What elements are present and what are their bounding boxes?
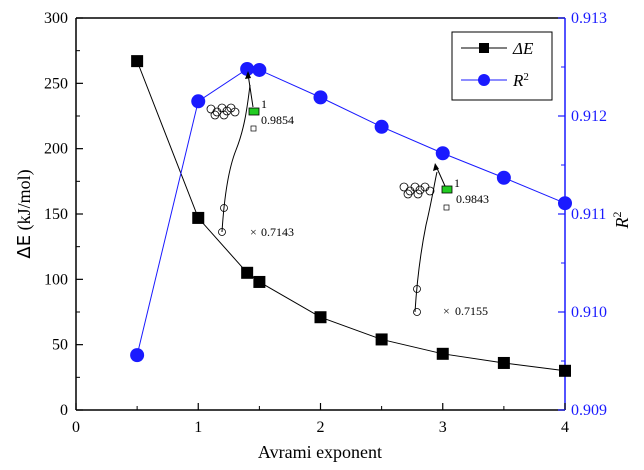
data-point-delta-e — [192, 211, 205, 224]
data-point-delta-e — [559, 364, 571, 377]
inset-2: 1 0.9843 × 0.7155 — [399, 163, 489, 318]
inset-2-point-mid — [413, 285, 421, 293]
y-right-axis-label: R2 — [610, 212, 632, 230]
x-ticks: 0 1 2 3 4 — [72, 403, 569, 436]
data-point-r2 — [191, 94, 206, 109]
data-point-delta-e — [131, 55, 144, 68]
y-left-tick-label: 50 — [52, 337, 68, 354]
inset-2-point-low — [413, 308, 421, 316]
y-left-ticks: 0 50 100 150 200 250 300 — [44, 10, 83, 419]
series-layer — [130, 55, 572, 377]
inset-1-point-mid — [220, 204, 228, 212]
x-tick-label: 0 — [72, 419, 80, 436]
inset-1-best-marker — [248, 107, 260, 116]
inset-1: 1 0.9854 × 0.7143 — [206, 71, 294, 239]
inset-1-arrowhead — [245, 71, 251, 79]
y-right-tick-label: 0.909 — [571, 402, 607, 419]
x-tick-label: 3 — [439, 419, 447, 436]
inset-1-label-top: 1 — [261, 97, 267, 111]
data-point-r2 — [496, 170, 511, 185]
inset-2-best-marker — [441, 185, 453, 194]
data-point-delta-e — [241, 266, 254, 279]
inset-2-cross: × — [443, 304, 450, 318]
data-point-r2 — [130, 348, 145, 363]
y-right-ticks: 0.909 0.910 0.911 0.912 0.913 — [558, 10, 607, 419]
y-right-tick-label: 0.912 — [571, 108, 607, 125]
y-right-tick-label: 0.910 — [571, 304, 607, 321]
inset-2-cluster — [399, 182, 435, 199]
data-point-r2 — [313, 90, 328, 105]
y-left-tick-label: 150 — [44, 206, 68, 223]
data-point-r2 — [374, 119, 389, 134]
y-left-tick-label: 200 — [44, 141, 68, 158]
y-left-axis-label: ΔE (kJ/mol) — [14, 169, 35, 258]
y-right-tick-label: 0.911 — [571, 206, 606, 223]
x-tick-label: 2 — [317, 419, 325, 436]
y-right-tick-label: 0.913 — [571, 10, 607, 27]
data-point-r2 — [435, 146, 450, 161]
data-point-r2 — [558, 196, 572, 211]
data-point-r2 — [240, 61, 255, 76]
inset-2-arrowhead — [433, 163, 439, 171]
data-point-delta-e — [314, 311, 327, 324]
y-left-tick-label: 250 — [44, 75, 68, 92]
legend-marker-r2 — [478, 74, 490, 86]
legend-box — [451, 31, 553, 101]
legend-label-delta-e: ΔE — [512, 39, 534, 58]
inset-1-cross: × — [250, 225, 257, 239]
inset-2-label-low: 0.7155 — [455, 304, 488, 318]
inset-1-small-square — [250, 125, 257, 132]
data-point-delta-e — [375, 333, 388, 346]
y-left-tick-label: 300 — [44, 10, 68, 27]
legend-marker-delta-e — [479, 43, 489, 53]
data-point-r2 — [252, 62, 267, 77]
y-left-tick-label: 0 — [60, 402, 68, 419]
x-tick-label: 4 — [561, 419, 569, 436]
legend: ΔE R2 — [451, 31, 553, 101]
x-axis-label: Avrami exponent — [258, 442, 382, 462]
data-point-delta-e — [436, 347, 449, 360]
inset-2-curve — [414, 171, 438, 313]
inset-2-label-best: 0.9843 — [456, 192, 489, 206]
inset-2-small-square — [443, 204, 450, 211]
inset-1-cluster — [206, 103, 240, 120]
data-point-delta-e — [497, 356, 510, 369]
inset-1-label-low: 0.7143 — [261, 225, 294, 239]
y-left-tick-label: 100 — [44, 271, 68, 288]
legend-label-r2: R2 — [512, 71, 529, 90]
inset-1-curve — [221, 84, 251, 233]
x-tick-label: 1 — [194, 419, 202, 436]
inset-1-arrow — [247, 73, 254, 108]
data-point-delta-e — [253, 275, 266, 288]
inset-1-label-best: 0.9854 — [261, 113, 294, 127]
inset-1-point-low — [218, 228, 226, 236]
inset-2-label-top: 1 — [454, 176, 460, 190]
